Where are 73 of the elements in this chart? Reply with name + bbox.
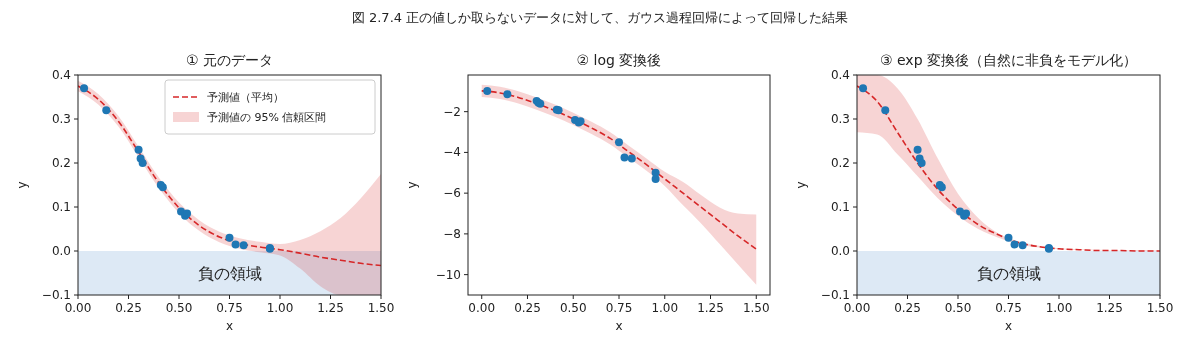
y-axis-title: y (794, 181, 808, 189)
x-tick-label: 0.50 (944, 301, 972, 315)
x-tick-label: 0.25 (514, 301, 541, 315)
point (615, 138, 623, 147)
x-tick-label: 0.75 (995, 301, 1022, 315)
point (134, 145, 143, 154)
point (913, 145, 922, 154)
y-tick-label: −4 (443, 145, 461, 160)
band-label: 負の領域 (197, 264, 262, 283)
point (917, 159, 926, 167)
x-tick-label: 0.00 (64, 301, 92, 315)
y-tick-label: 0.3 (51, 112, 71, 126)
point (620, 153, 629, 162)
point (80, 84, 89, 93)
x-tick-label: 1.00 (266, 301, 294, 315)
line-series (78, 85, 381, 267)
y-tick-label: −8 (443, 226, 461, 241)
y-tick-label: 0.4 (830, 68, 850, 82)
point (483, 87, 492, 96)
legend-label: 予測値（平均） (207, 91, 284, 104)
x-tick-label: 0.75 (605, 301, 633, 315)
chart-title: ③ exp 変換後（自然に非負をモデル化） (880, 52, 1137, 68)
point (627, 154, 636, 163)
point (138, 159, 147, 167)
point (1004, 233, 1013, 242)
x-tick-label: 1.25 (317, 301, 344, 315)
y-tick-label: −10 (435, 267, 461, 282)
x-tick-label: 1.50 (367, 301, 395, 315)
chart-title: ① 元のデータ (185, 52, 274, 68)
chart-title: ② log 変換後 (576, 52, 662, 68)
point (231, 240, 240, 249)
x-tick-label: 1.50 (1146, 301, 1174, 315)
y-tick-label: −6 (443, 186, 461, 201)
point (1010, 240, 1019, 249)
y-tick-label: 0.1 (830, 200, 850, 214)
point (225, 233, 234, 242)
point (859, 84, 868, 93)
y-tick-label: 0.0 (830, 244, 850, 258)
annotation: 予測値の 95% 信頼区間 (207, 111, 327, 124)
point (102, 106, 111, 115)
x-tick-label: 0.50 (559, 301, 587, 315)
x-tick-label: 1.25 (1096, 301, 1123, 315)
point (239, 241, 248, 250)
x-tick-label: 1.00 (1045, 301, 1073, 315)
x-tick-label: 1.25 (697, 301, 724, 315)
point (1018, 241, 1027, 250)
x-tick-label: 0.25 (894, 301, 921, 315)
y-axis-title: y (405, 181, 419, 189)
x-axis-title: x (615, 319, 623, 333)
point (503, 90, 512, 99)
x-tick-label: 0.00 (843, 301, 871, 315)
x-tick-label: 1.50 (742, 301, 770, 315)
y-tick-label: 0.3 (830, 112, 850, 126)
y-tick-label: 0.2 (830, 156, 850, 170)
point (651, 174, 660, 183)
y-tick-label: 0.4 (51, 68, 71, 82)
x-axis-title: x (225, 319, 234, 333)
y-axis-title: y (15, 181, 29, 189)
x-tick-label: 0.75 (216, 301, 243, 315)
y-tick-label: −0.1 (41, 288, 71, 302)
point (881, 106, 890, 115)
x-tick-label: 0.25 (115, 301, 142, 315)
band-label: 負の領域 (976, 264, 1041, 283)
caption: 図 2.7.4 正の値しか取らないデータに対して、ガウス過程回帰によって回帰した結果 (351, 10, 849, 25)
y-tick-label: −0.1 (820, 288, 850, 302)
x-tick-label: 1.00 (651, 301, 679, 315)
y-tick-label: −2 (443, 104, 461, 119)
y-tick-label: 0.2 (51, 156, 71, 170)
x-axis-title: x (1004, 319, 1013, 333)
x-tick-label: 0.00 (468, 301, 496, 315)
y-tick-label: 0.0 (51, 244, 71, 258)
x-tick-label: 0.50 (165, 301, 193, 315)
y-tick-label: 0.1 (51, 200, 71, 214)
